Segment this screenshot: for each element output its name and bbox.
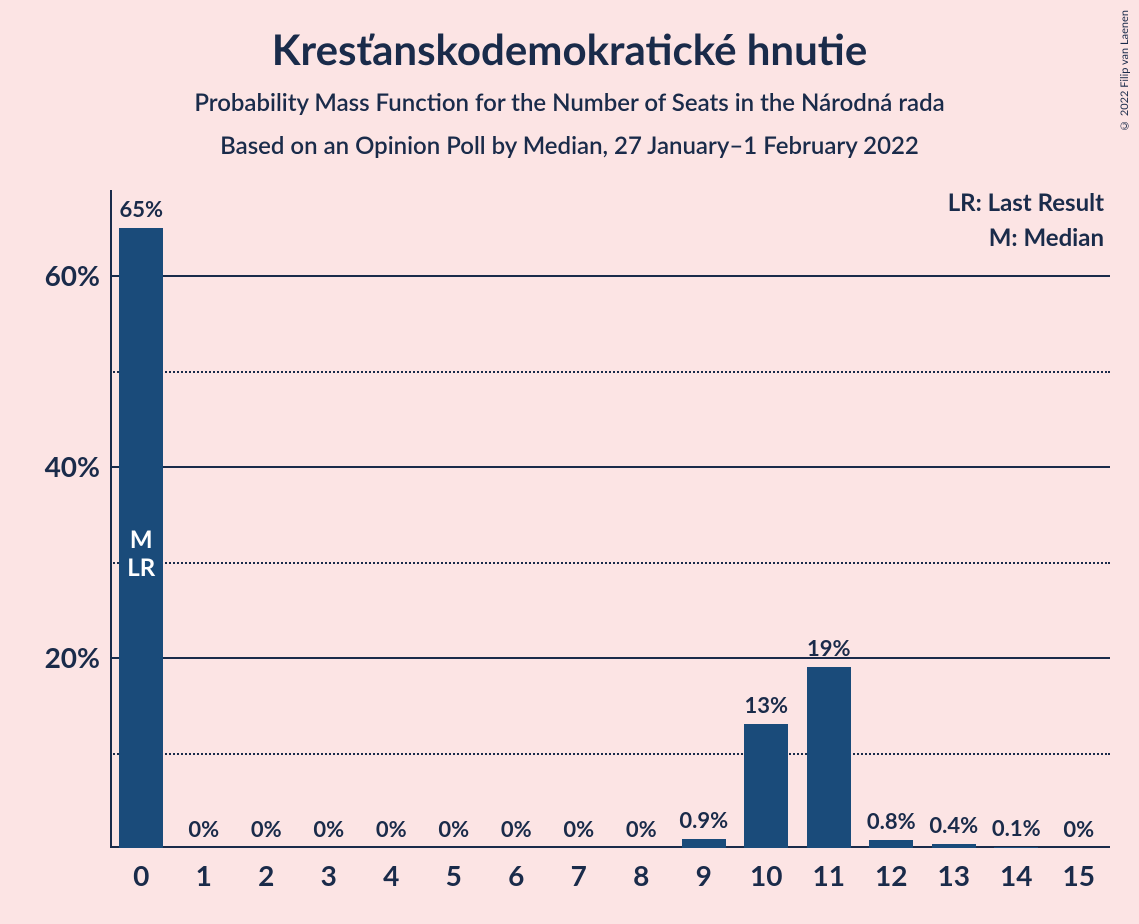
bar xyxy=(807,667,851,848)
x-axis-tick-label: 6 xyxy=(508,858,524,892)
chart-title: Kresťanskodemokratické hnutie xyxy=(0,0,1139,74)
bar xyxy=(744,724,788,848)
bar-value-label: 0% xyxy=(251,815,282,842)
chart-subtitle-1: Probability Mass Function for the Number… xyxy=(0,88,1139,117)
bar-value-label: 65% xyxy=(119,195,163,222)
chart-legend: LR: Last Result M: Median xyxy=(948,188,1104,258)
grid-minor-line xyxy=(110,753,1110,755)
bar-value-label: 19% xyxy=(807,634,851,661)
x-axis-tick-label: 1 xyxy=(196,858,212,892)
x-axis-tick-label: 0 xyxy=(133,858,149,892)
bar-value-label: 0% xyxy=(626,815,657,842)
bar-value-label: 0% xyxy=(313,815,344,842)
chart-plot-area: LR: Last Result M: Median 20%40%60%65%ML… xyxy=(110,218,1110,848)
grid-major-line xyxy=(110,466,1110,468)
bar-value-label: 0% xyxy=(1063,815,1094,842)
x-axis-tick-label: 14 xyxy=(1000,858,1032,892)
grid-major-line xyxy=(110,657,1110,659)
x-axis-tick-label: 9 xyxy=(696,858,712,892)
chart-subtitle-2: Based on an Opinion Poll by Median, 27 J… xyxy=(0,131,1139,160)
x-axis-tick-label: 5 xyxy=(446,858,462,892)
x-axis-tick-label: 10 xyxy=(750,858,782,892)
x-axis-tick-label: 3 xyxy=(321,858,337,892)
bar-value-label: 0.4% xyxy=(929,811,978,838)
y-axis-tick-label: 40% xyxy=(10,449,100,483)
bar-value-label: 0% xyxy=(563,815,594,842)
bar xyxy=(869,840,913,848)
bar-value-label: 0% xyxy=(188,815,219,842)
bar-marker-label: MLR xyxy=(127,526,155,581)
bar-value-label: 0% xyxy=(438,815,469,842)
y-axis-tick-label: 20% xyxy=(10,640,100,674)
x-axis-tick-label: 13 xyxy=(938,858,970,892)
x-axis-tick-label: 11 xyxy=(813,858,845,892)
bar xyxy=(994,847,1038,848)
legend-m: M: Median xyxy=(948,223,1104,252)
bar-value-label: 0% xyxy=(501,815,532,842)
copyright-text: © 2022 Filip van Laenen xyxy=(1118,10,1131,132)
bar-value-label: 0.8% xyxy=(867,807,916,834)
y-axis-tick-label: 60% xyxy=(10,258,100,292)
bar-value-label: 0.1% xyxy=(992,814,1041,841)
grid-major-line xyxy=(110,275,1110,277)
x-axis-tick-label: 4 xyxy=(383,858,399,892)
x-axis-tick-label: 15 xyxy=(1063,858,1095,892)
x-axis-tick-label: 2 xyxy=(258,858,274,892)
grid-minor-line xyxy=(110,562,1110,564)
x-axis-tick-label: 12 xyxy=(875,858,907,892)
grid-minor-line xyxy=(110,371,1110,373)
legend-lr: LR: Last Result xyxy=(948,188,1104,217)
x-axis-tick-label: 7 xyxy=(571,858,587,892)
x-axis-tick-label: 8 xyxy=(633,858,649,892)
bar-value-label: 0.9% xyxy=(679,806,728,833)
bar xyxy=(932,844,976,848)
bar xyxy=(682,839,726,848)
y-axis-line xyxy=(110,190,112,848)
bar-value-label: 13% xyxy=(744,691,788,718)
bar-value-label: 0% xyxy=(376,815,407,842)
